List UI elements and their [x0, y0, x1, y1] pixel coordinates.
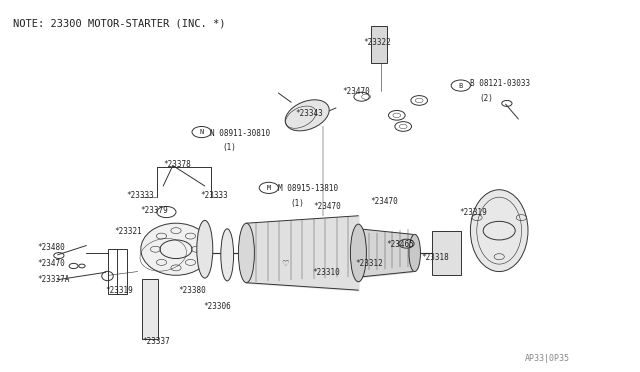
Bar: [142, 279, 158, 339]
Ellipse shape: [197, 220, 212, 278]
Text: *23321: *23321: [114, 227, 141, 236]
Text: *23310: *23310: [312, 268, 340, 277]
Text: *23318: *23318: [421, 253, 449, 262]
Ellipse shape: [221, 229, 234, 281]
Text: *23337: *23337: [142, 337, 170, 346]
Text: *23337A: *23337A: [37, 275, 70, 283]
Text: B: B: [459, 83, 463, 89]
Text: NOTE: 23300 MOTOR-STARTER (INC. *): NOTE: 23300 MOTOR-STARTER (INC. *): [13, 19, 225, 29]
Text: N: N: [200, 129, 204, 135]
Text: AP33|0P35: AP33|0P35: [525, 354, 570, 363]
Text: (2): (2): [479, 94, 493, 103]
Ellipse shape: [285, 100, 329, 131]
Bar: [371, 26, 387, 63]
Text: *23480: *23480: [37, 243, 65, 252]
Text: B 08121-03033: B 08121-03033: [470, 79, 531, 88]
Text: *23319: *23319: [106, 286, 133, 295]
Text: *23333: *23333: [127, 191, 154, 200]
Text: *23470: *23470: [37, 259, 65, 268]
Text: *23322: *23322: [364, 38, 391, 47]
Text: *23378: *23378: [163, 160, 191, 169]
Text: M 08915-13810: M 08915-13810: [278, 184, 339, 193]
Text: (1): (1): [290, 199, 304, 208]
Text: *23333: *23333: [200, 191, 228, 200]
Text: *23470: *23470: [370, 197, 397, 206]
Text: *23312: *23312: [356, 259, 383, 268]
Text: *23380: *23380: [178, 286, 205, 295]
Text: *23343: *23343: [296, 109, 323, 118]
Bar: [108, 249, 127, 294]
Text: *23319: *23319: [460, 208, 487, 217]
Text: N 08911-30810: N 08911-30810: [210, 129, 270, 138]
Bar: [432, 231, 461, 275]
Ellipse shape: [470, 190, 528, 272]
Text: *23306: *23306: [204, 302, 231, 311]
Ellipse shape: [141, 223, 211, 275]
Text: (1): (1): [223, 143, 237, 152]
Ellipse shape: [351, 224, 367, 282]
Text: M: M: [267, 185, 271, 191]
Text: *23470: *23470: [342, 87, 370, 96]
Text: *23470: *23470: [314, 202, 341, 211]
Text: *23465: *23465: [386, 240, 413, 249]
Ellipse shape: [238, 223, 255, 283]
Text: ♡: ♡: [281, 260, 289, 269]
Ellipse shape: [409, 234, 420, 272]
Text: *23379: *23379: [141, 206, 168, 215]
